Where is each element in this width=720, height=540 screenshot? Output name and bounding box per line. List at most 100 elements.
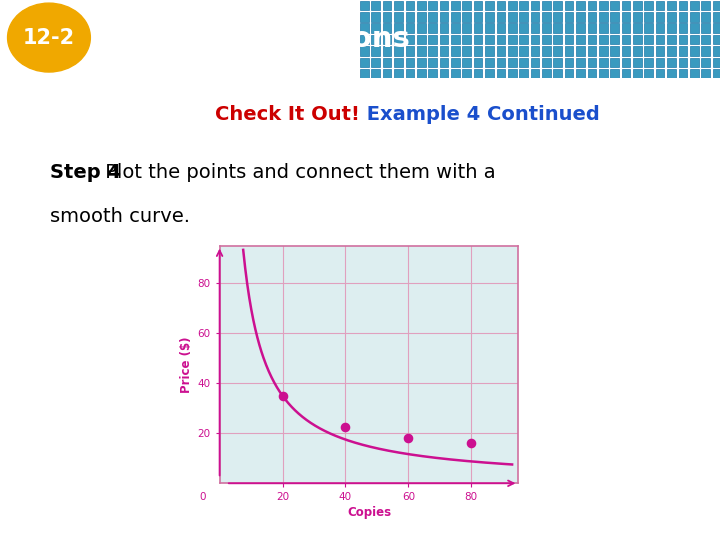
Bar — [428, 58, 437, 67]
Bar — [405, 1, 414, 10]
Bar — [417, 12, 426, 22]
Bar — [372, 46, 380, 56]
Bar — [690, 46, 698, 56]
Bar — [667, 69, 676, 78]
Bar — [360, 23, 369, 33]
Bar — [485, 1, 494, 10]
Bar — [713, 69, 720, 78]
Bar — [690, 35, 698, 44]
Bar — [588, 12, 596, 22]
Bar — [531, 69, 539, 78]
Bar — [542, 35, 551, 44]
Bar — [621, 69, 630, 78]
Bar — [462, 1, 471, 10]
Bar — [564, 58, 573, 67]
Bar — [394, 12, 402, 22]
Bar — [678, 1, 687, 10]
Bar — [383, 35, 392, 44]
Bar — [678, 23, 687, 33]
Bar — [701, 35, 710, 44]
Bar — [519, 35, 528, 44]
Bar — [611, 46, 619, 56]
Bar — [531, 35, 539, 44]
Bar — [405, 12, 414, 22]
Bar — [451, 69, 459, 78]
Bar — [462, 46, 471, 56]
Bar — [508, 12, 516, 22]
Point — [276, 392, 288, 400]
Bar — [644, 1, 653, 10]
Bar — [621, 23, 630, 33]
Bar — [564, 46, 573, 56]
Bar — [690, 1, 698, 10]
Bar — [621, 12, 630, 22]
Bar — [485, 12, 494, 22]
Bar — [485, 23, 494, 33]
Bar — [508, 69, 516, 78]
Bar — [462, 12, 471, 22]
Bar — [656, 1, 665, 10]
Bar — [372, 69, 380, 78]
Bar — [519, 23, 528, 33]
Bar — [599, 23, 608, 33]
Text: Holt Algebra 1: Holt Algebra 1 — [14, 512, 138, 527]
Bar — [462, 35, 471, 44]
Bar — [621, 1, 630, 10]
Bar — [644, 46, 653, 56]
Bar — [417, 69, 426, 78]
Text: Step 4: Step 4 — [50, 163, 122, 181]
Bar — [656, 12, 665, 22]
Text: Copyright © by Holt, Rinehart and Winston. All Rights Reserved.: Copyright © by Holt, Rinehart and Winsto… — [391, 515, 706, 525]
Bar — [372, 23, 380, 33]
Bar — [564, 12, 573, 22]
Bar — [440, 1, 449, 10]
Bar — [428, 69, 437, 78]
Text: Rational Functions: Rational Functions — [104, 25, 410, 53]
Bar — [554, 12, 562, 22]
Bar — [485, 58, 494, 67]
Bar — [588, 58, 596, 67]
Bar — [656, 58, 665, 67]
Bar — [428, 35, 437, 44]
Bar — [621, 35, 630, 44]
Bar — [383, 46, 392, 56]
Bar — [428, 1, 437, 10]
Bar — [485, 35, 494, 44]
Bar — [690, 58, 698, 67]
Bar — [451, 1, 459, 10]
Bar — [497, 46, 505, 56]
Bar — [713, 12, 720, 22]
Bar — [542, 46, 551, 56]
Bar — [542, 1, 551, 10]
Bar — [405, 69, 414, 78]
Bar — [428, 12, 437, 22]
Bar — [713, 58, 720, 67]
Bar — [508, 58, 516, 67]
Bar — [531, 1, 539, 10]
Bar — [383, 12, 392, 22]
Bar — [656, 23, 665, 33]
Bar — [451, 46, 459, 56]
Bar — [360, 69, 369, 78]
Bar — [611, 12, 619, 22]
Bar — [497, 58, 505, 67]
Bar — [474, 58, 482, 67]
Bar — [474, 69, 482, 78]
Bar — [417, 35, 426, 44]
X-axis label: Copies: Copies — [347, 507, 391, 519]
Bar — [383, 23, 392, 33]
Bar — [508, 23, 516, 33]
Bar — [542, 23, 551, 33]
Bar — [531, 58, 539, 67]
Bar — [701, 12, 710, 22]
Bar — [713, 35, 720, 44]
Bar — [383, 1, 392, 10]
Bar — [667, 35, 676, 44]
Bar — [656, 69, 665, 78]
Bar — [599, 1, 608, 10]
Bar — [417, 1, 426, 10]
Bar — [394, 69, 402, 78]
Bar — [405, 46, 414, 56]
Bar — [417, 58, 426, 67]
Bar — [690, 12, 698, 22]
